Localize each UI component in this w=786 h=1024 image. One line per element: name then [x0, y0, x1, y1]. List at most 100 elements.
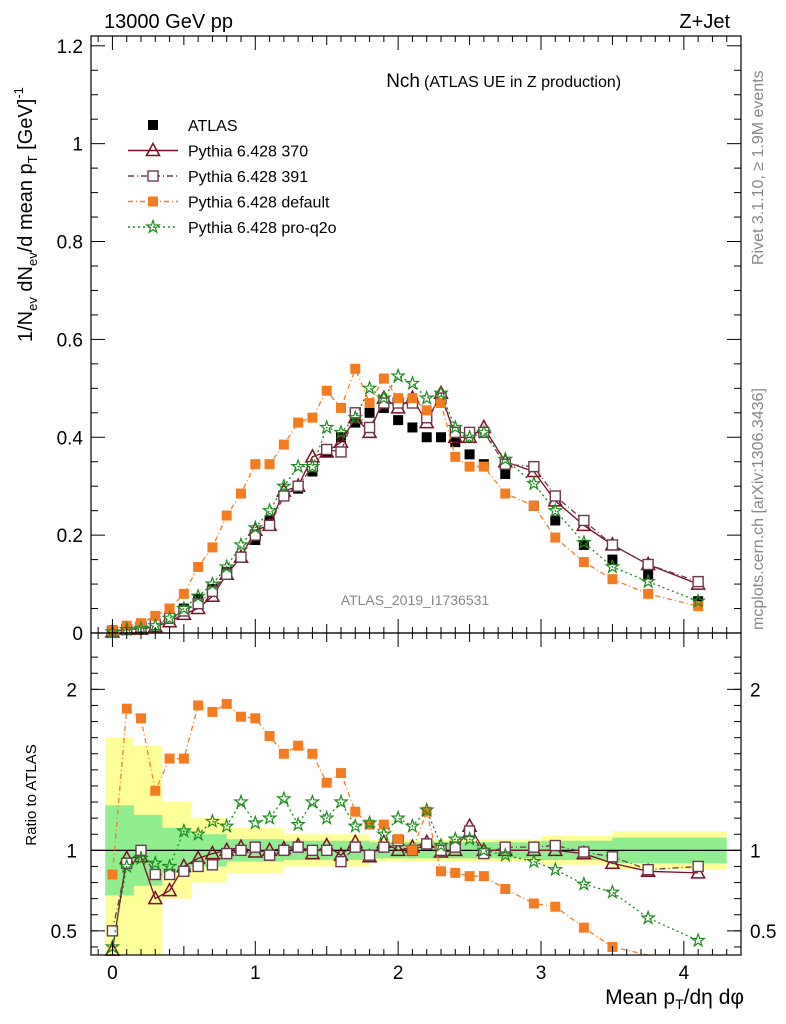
data-point [461, 428, 478, 444]
data-point [578, 514, 590, 527]
series-line-pythia-6-428-391 [112, 396, 699, 633]
ratio-point [476, 842, 492, 858]
ratio-point [376, 826, 392, 841]
data-point [390, 367, 407, 383]
data-point [436, 432, 446, 443]
x-tick-label: 4 [679, 963, 690, 984]
data-point [164, 603, 175, 614]
ratio-point [318, 809, 335, 825]
ratio-point [642, 863, 654, 876]
data-point [364, 398, 375, 409]
ratio-frame [90, 632, 742, 956]
series-pythia-6-428-pro-q2o [104, 367, 707, 639]
ratio-point [290, 816, 307, 832]
data-point [278, 490, 290, 502]
ratio-point [349, 841, 361, 853]
ratio-point [161, 858, 178, 874]
data-point [263, 519, 276, 532]
ratio-point [221, 698, 232, 709]
ratio-point [363, 849, 376, 861]
legend-label: Pythia 6.428 370 [188, 144, 308, 161]
ratio-point [690, 932, 707, 948]
data-point [333, 424, 349, 440]
y-tick-label: 0.8 [57, 233, 83, 254]
ratio-point [136, 713, 146, 724]
analysis-tag: ATLAS_2019_I1736531 [341, 592, 490, 608]
ratio-y-tick-label-right: 0.5 [750, 922, 776, 943]
y-tick-label: 0 [72, 624, 83, 645]
data-point [604, 558, 621, 574]
x-axis-label: Mean pT/dη dφ [605, 986, 744, 1012]
ratio-point [450, 867, 461, 878]
legend-marker [148, 120, 158, 130]
ratio-point [164, 753, 175, 764]
ratio-point [147, 854, 164, 870]
data-point [193, 561, 204, 572]
legend-label: ATLAS [188, 118, 238, 135]
y-tick-label: 0.6 [57, 330, 83, 351]
ratio-y-tick-label: 1 [66, 841, 77, 862]
data-point [278, 439, 289, 450]
ratio-point [407, 845, 418, 856]
data-point [393, 393, 404, 404]
data-point [464, 461, 475, 472]
ratio-point [404, 817, 421, 834]
data-point [121, 620, 132, 631]
data-point [418, 389, 435, 405]
data-point [221, 510, 232, 521]
data-point [643, 588, 654, 599]
y-tick-label: 0.2 [57, 526, 83, 547]
x-tick-label: 1 [250, 963, 261, 984]
ratio-point [575, 875, 592, 891]
ratio-point [275, 790, 292, 806]
y-tick-label: 1.2 [57, 37, 83, 58]
data-point [292, 480, 304, 492]
ratio-line-pythia-6-428-391 [111, 829, 699, 932]
data-point [436, 398, 446, 409]
main-panel: 0 0.2 0.4 0.6 0.8 1 1.2 Nch (ATLAS UE in Z pro… [11, 35, 742, 645]
data-point [178, 588, 189, 599]
series-line-pythia-6-428-default [112, 367, 699, 632]
energy-label: 13000 GeV pp [104, 11, 233, 33]
legend-label: Pythia 6.428 pro-q2o [188, 220, 337, 237]
data-point [407, 422, 418, 433]
ratio-point [106, 925, 119, 937]
ratio-axes: 0.5 0.5 1 1 2 2 0 1 2 3 4 [51, 633, 776, 984]
ratio-point [464, 871, 475, 882]
ratio-point [333, 793, 349, 809]
mcplots-label: mcplots.cern.ch [arXiv:1306.3436] [750, 388, 767, 630]
legend-label: Pythia 6.428 default [188, 195, 330, 212]
ratio-point [604, 883, 621, 900]
ratio-y-tick-label-right: 1 [750, 841, 761, 862]
data-point [275, 477, 292, 494]
plot-title: Nch [386, 71, 420, 92]
data-point [321, 385, 332, 396]
data-point [500, 488, 511, 499]
ratio-point [321, 844, 333, 857]
ratio-point [347, 817, 364, 833]
legend-entry-pythia-6-428-pro-q2o: Pythia 6.428 pro-q2o [128, 218, 337, 237]
legend-entry-pythia-6-428-391: Pythia 6.428 391 [128, 169, 308, 186]
data-point [464, 449, 475, 460]
ratio-point [421, 806, 432, 817]
legend-marker [148, 196, 158, 207]
ratio-point [640, 909, 657, 925]
legend-entry-atlas: ATLAS [148, 118, 238, 135]
x-tick-label: 3 [536, 963, 547, 984]
data-point [640, 573, 657, 589]
data-point [478, 461, 489, 472]
ratio-point [378, 819, 389, 830]
data-point [204, 575, 221, 591]
ratio-point [247, 814, 264, 830]
ratio-point [149, 868, 161, 881]
data-point [150, 610, 161, 621]
data-point [378, 373, 389, 384]
data-point [393, 415, 404, 426]
data-point [528, 460, 540, 473]
ratio-point [175, 822, 192, 838]
ratio-point [193, 700, 204, 711]
data-point [161, 609, 178, 626]
data-point [550, 515, 561, 526]
ratio-series-pythia-6-428-391 [106, 825, 704, 937]
legend-entry-pythia-6-428-default: Pythia 6.428 default [128, 195, 330, 212]
